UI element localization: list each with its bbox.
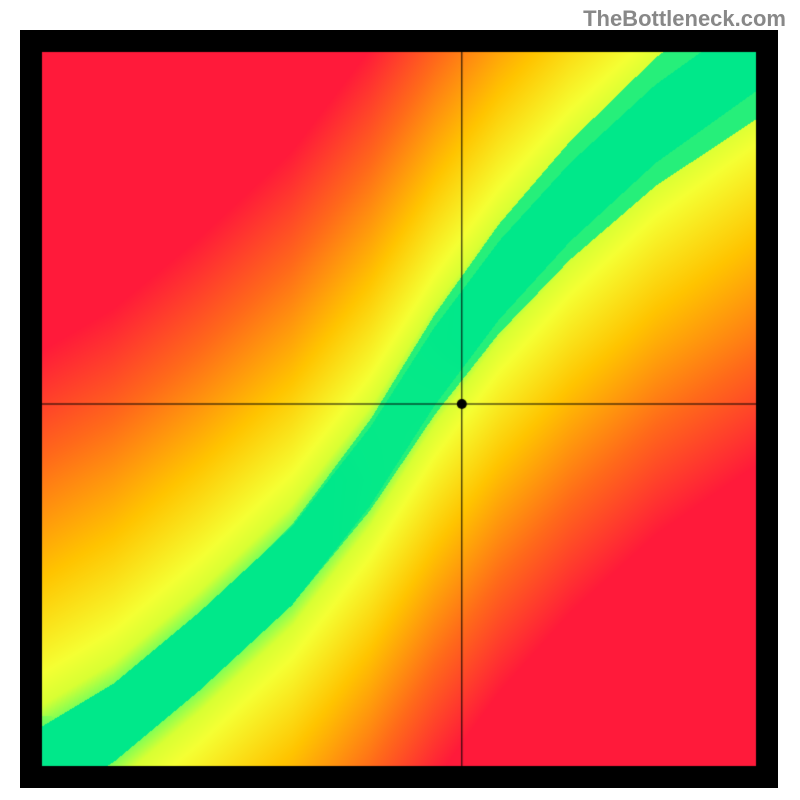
bottleneck-heatmap <box>20 30 778 788</box>
chart-container: TheBottleneck.com <box>0 0 800 800</box>
watermark-text: TheBottleneck.com <box>583 6 786 32</box>
